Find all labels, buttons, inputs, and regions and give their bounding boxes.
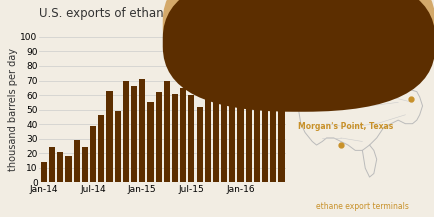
- Bar: [279, 47, 285, 92]
- Bar: [57, 152, 63, 182]
- Text: Marcus Hook,
Pennsylvania: Marcus Hook, Pennsylvania: [349, 57, 408, 77]
- Bar: [254, 59, 260, 91]
- Bar: [90, 126, 96, 182]
- Bar: [262, 95, 268, 182]
- Text: ethane export terminals: ethane export terminals: [316, 202, 409, 211]
- Bar: [41, 162, 47, 182]
- Text: Morgan's Point, Texas: Morgan's Point, Texas: [298, 122, 393, 131]
- Bar: [66, 156, 72, 182]
- Text: marine exports: marine exports: [307, 19, 376, 28]
- Bar: [172, 94, 178, 182]
- Bar: [106, 91, 112, 182]
- Bar: [237, 85, 243, 182]
- Bar: [246, 72, 252, 182]
- Bar: [229, 89, 236, 182]
- Bar: [164, 81, 170, 182]
- Bar: [74, 140, 80, 182]
- Bar: [279, 92, 285, 182]
- Bar: [188, 95, 194, 182]
- Bar: [131, 86, 137, 182]
- Bar: [262, 59, 268, 95]
- Bar: [213, 83, 219, 182]
- Bar: [180, 88, 186, 182]
- Bar: [205, 88, 211, 182]
- Bar: [270, 94, 276, 182]
- Bar: [155, 92, 162, 182]
- Bar: [139, 79, 145, 182]
- Bar: [115, 111, 121, 182]
- Text: U.S. exports of ethane (January 2014 - June 2016): U.S. exports of ethane (January 2014 - J…: [39, 7, 334, 20]
- Bar: [270, 49, 276, 94]
- Text: pipeline exports: pipeline exports: [307, 37, 381, 46]
- Bar: [148, 102, 154, 182]
- Y-axis label: thousand barrels per day: thousand barrels per day: [8, 48, 18, 171]
- Bar: [254, 91, 260, 182]
- Bar: [49, 147, 55, 182]
- Text: eia: eia: [400, 7, 421, 20]
- Bar: [197, 107, 203, 182]
- Bar: [221, 88, 227, 182]
- Bar: [123, 81, 129, 182]
- Bar: [82, 147, 88, 182]
- Bar: [246, 60, 252, 72]
- Bar: [98, 115, 105, 182]
